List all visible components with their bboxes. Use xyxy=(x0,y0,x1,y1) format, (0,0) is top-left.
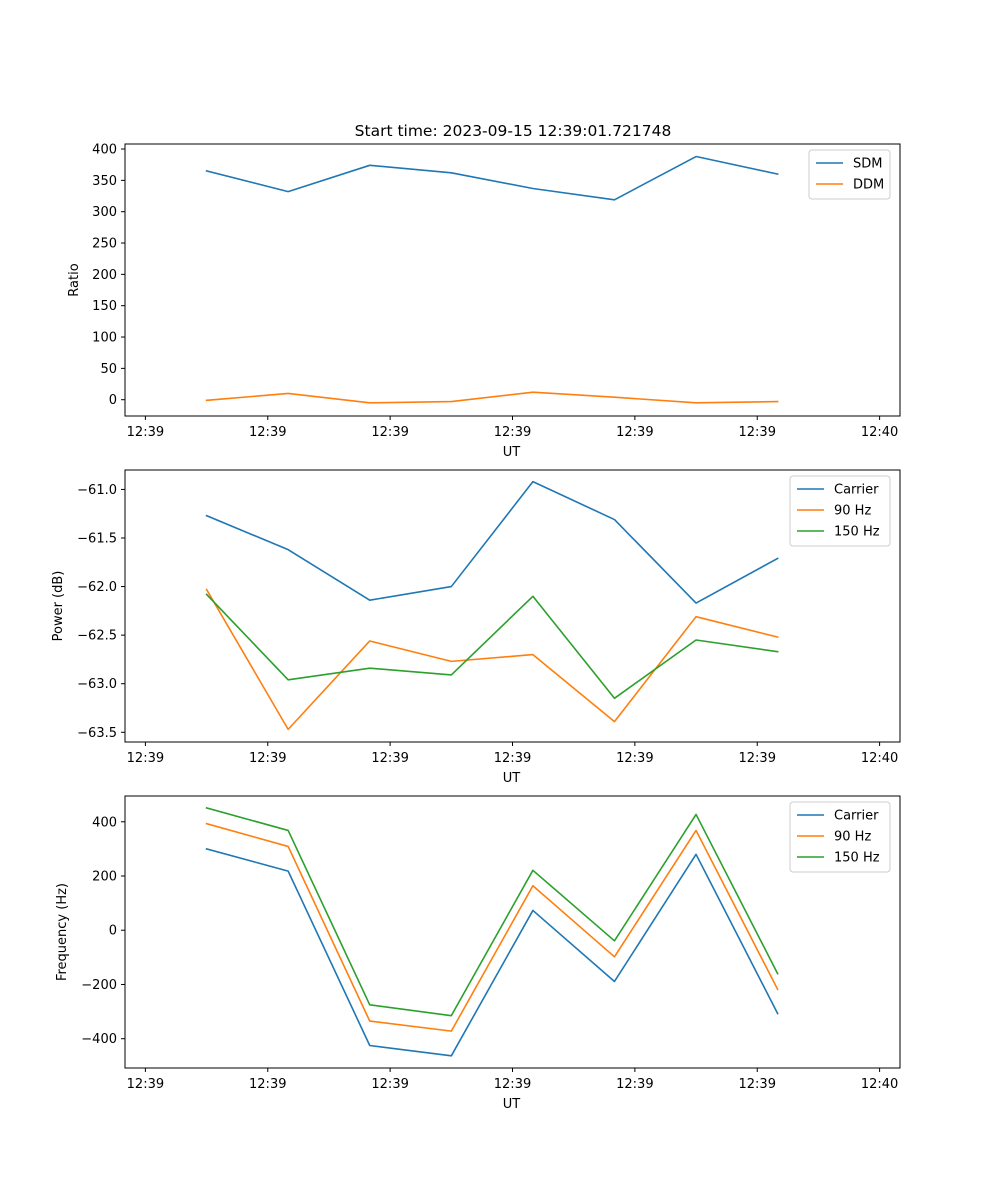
x-tick-label: 12:39 xyxy=(739,425,776,440)
subplot-3: 12:39 12:39 12:39 12:39 12:39 12:39 12:40 −400 −… xyxy=(55,795,901,1112)
x-tick-label: 12:39 xyxy=(371,1077,408,1092)
y-tick-label: −400 xyxy=(81,1032,117,1047)
series-line-carrier xyxy=(205,480,779,604)
y-tick-label: −62.5 xyxy=(77,629,117,644)
y-tick-label: −62.0 xyxy=(77,580,117,595)
y-tick-label: 50 xyxy=(100,362,117,377)
y-tick-label: 400 xyxy=(92,143,117,158)
y-tick-label: 400 xyxy=(92,815,117,830)
y-tick-label: 200 xyxy=(92,268,117,283)
y-tick-label: 150 xyxy=(92,299,117,314)
y-tick-label: −63.0 xyxy=(77,677,117,692)
y-tick-label: −61.0 xyxy=(77,483,117,498)
legend: Carrier 90 Hz 150 Hz xyxy=(789,475,891,547)
x-tick-label: 12:39 xyxy=(494,425,531,440)
y-tick-label: 300 xyxy=(92,205,117,220)
legend-label: Carrier xyxy=(834,809,879,824)
x-tick-label: 12:39 xyxy=(371,751,408,766)
series-line-90-hz xyxy=(205,822,779,1032)
legend-label: SDM xyxy=(853,157,882,172)
y-tick-label: 200 xyxy=(92,870,117,885)
axes-frame xyxy=(124,469,901,743)
y-axis-label: Power (dB) xyxy=(51,571,66,642)
axes-frame xyxy=(124,795,901,1069)
series-line-150-hz xyxy=(205,806,779,1017)
y-tick-label: −61.5 xyxy=(77,532,117,547)
figure-title: Start time: 2023-09-15 12:39:01.721748 xyxy=(355,122,672,140)
x-axis-label: UT xyxy=(503,445,521,460)
x-tick-label: 12:39 xyxy=(616,751,653,766)
subplot-1: 12:39 12:39 12:39 12:39 12:39 12:39 12:40 0 50 10… xyxy=(67,143,901,460)
y-axis-label: Frequency (Hz) xyxy=(55,883,70,981)
legend: SDM DDM xyxy=(808,149,891,200)
series-line-90-hz xyxy=(205,588,779,731)
x-tick-label: 12:40 xyxy=(861,425,898,440)
x-tick-label: 12:39 xyxy=(494,751,531,766)
x-tick-label: 12:39 xyxy=(249,1077,286,1092)
subplot-2: 12:39 12:39 12:39 12:39 12:39 12:39 12:40 −63.5… xyxy=(51,469,901,786)
y-tick-label: 250 xyxy=(92,237,117,252)
series-line-ddm xyxy=(205,391,779,404)
legend-label: 150 Hz xyxy=(834,851,880,866)
legend-label: DDM xyxy=(853,178,884,193)
series-line-150-hz xyxy=(205,593,779,700)
series-line-sdm xyxy=(205,155,779,201)
y-tick-label: 0 xyxy=(109,393,117,408)
legend-label: 90 Hz xyxy=(834,830,871,845)
x-tick-label: 12:39 xyxy=(371,425,408,440)
x-tick-label: 12:39 xyxy=(616,425,653,440)
y-tick-label: 350 xyxy=(92,174,117,189)
x-axis-label: UT xyxy=(503,771,521,786)
x-tick-label: 12:40 xyxy=(861,751,898,766)
legend-box xyxy=(789,475,891,547)
series-line-carrier xyxy=(205,847,779,1057)
x-tick-label: 12:39 xyxy=(494,1077,531,1092)
legend-label: 90 Hz xyxy=(834,504,871,519)
y-tick-label: −200 xyxy=(81,978,117,993)
y-tick-label: −63.5 xyxy=(77,726,117,741)
x-tick-label: 12:39 xyxy=(739,751,776,766)
x-tick-label: 12:39 xyxy=(616,1077,653,1092)
x-tick-label: 12:39 xyxy=(249,751,286,766)
legend-box xyxy=(789,801,891,873)
legend: Carrier 90 Hz 150 Hz xyxy=(789,801,891,873)
x-tick-label: 12:39 xyxy=(249,425,286,440)
y-tick-label: 100 xyxy=(92,331,117,346)
x-tick-label: 12:40 xyxy=(861,1077,898,1092)
legend-label: Carrier xyxy=(834,483,879,498)
x-tick-label: 12:39 xyxy=(739,1077,776,1092)
y-axis-label: Ratio xyxy=(67,263,82,296)
y-tick-label: 0 xyxy=(109,924,117,939)
legend-label: 150 Hz xyxy=(834,525,880,540)
x-tick-label: 12:39 xyxy=(127,1077,164,1092)
x-tick-label: 12:39 xyxy=(127,751,164,766)
x-tick-label: 12:39 xyxy=(127,425,164,440)
x-axis-label: UT xyxy=(503,1097,521,1112)
